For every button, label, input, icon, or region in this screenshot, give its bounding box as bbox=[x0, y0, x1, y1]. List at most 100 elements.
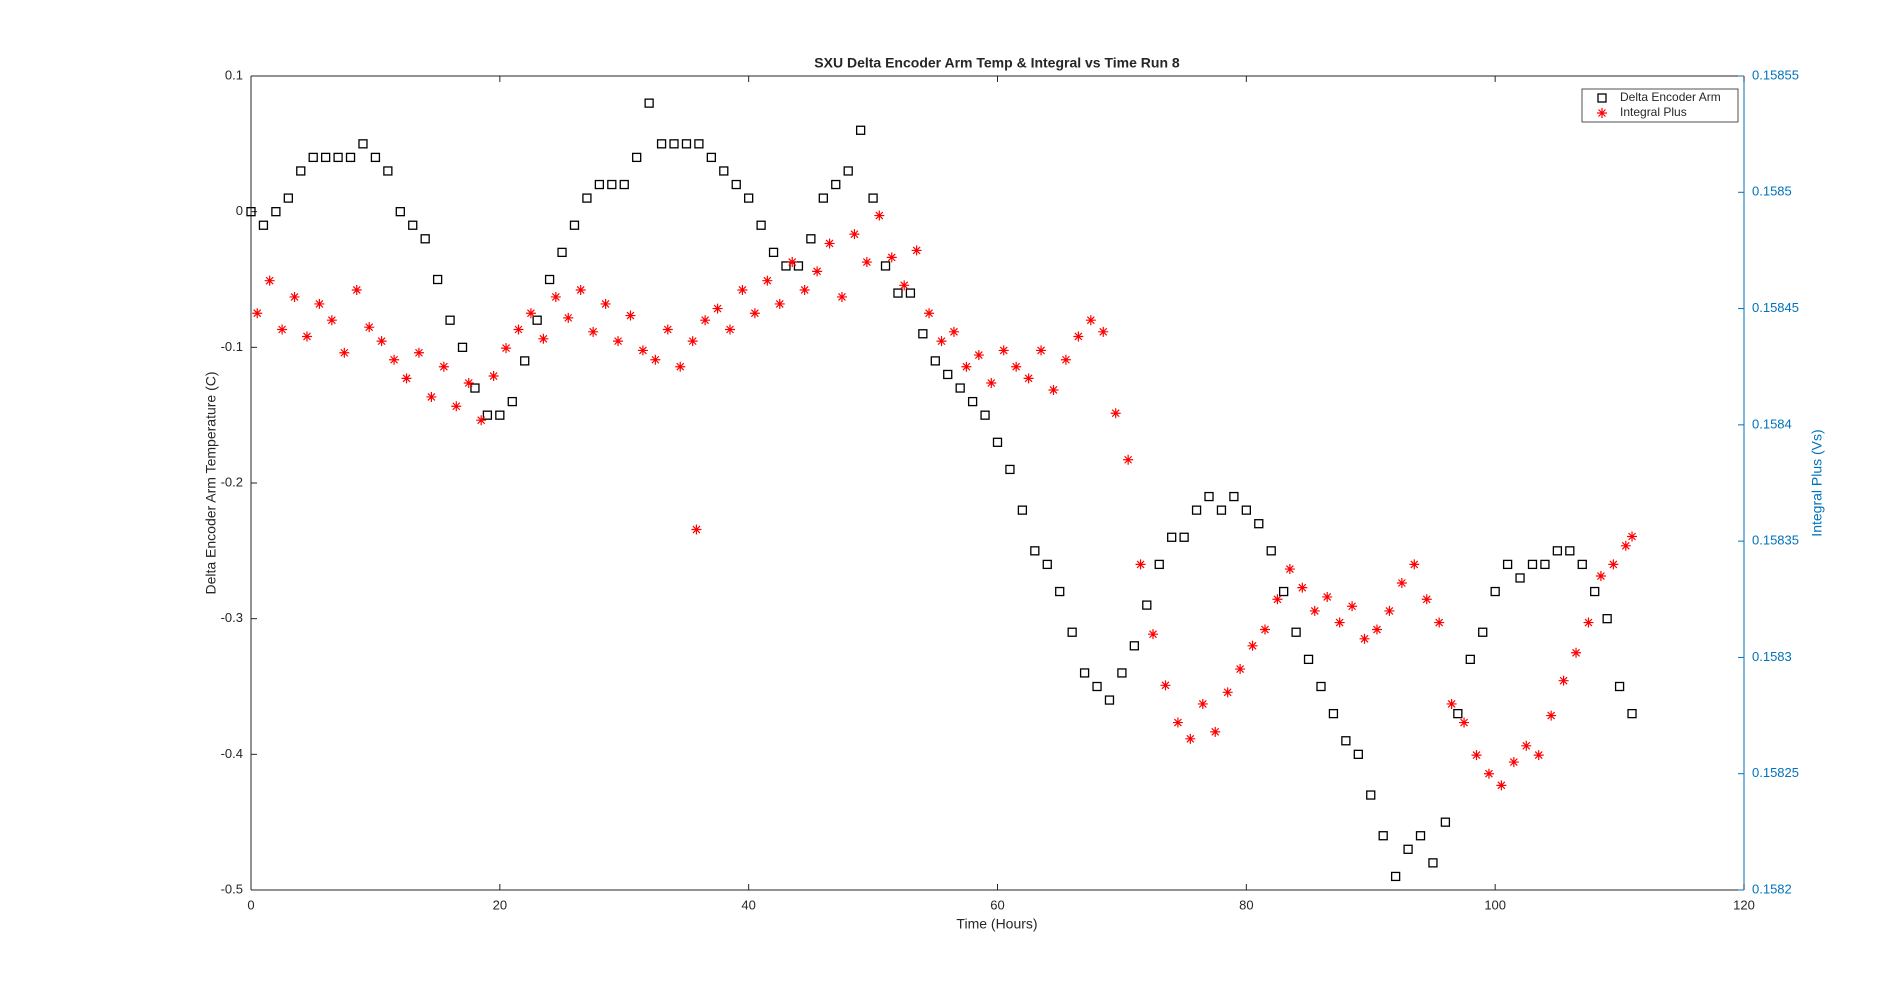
legend-label: Integral Plus bbox=[1620, 105, 1687, 119]
star-marker bbox=[513, 324, 524, 335]
star-marker bbox=[1608, 559, 1619, 570]
star-marker bbox=[1396, 578, 1407, 589]
star-marker bbox=[1272, 594, 1283, 605]
y-tick-label: 0 bbox=[236, 203, 243, 218]
square-marker bbox=[868, 193, 878, 203]
star-marker bbox=[463, 377, 474, 388]
square-marker bbox=[1378, 831, 1388, 841]
star-marker bbox=[1371, 624, 1382, 635]
star-marker bbox=[277, 324, 288, 335]
star-marker bbox=[351, 284, 362, 295]
square-marker bbox=[1117, 668, 1127, 678]
star-marker bbox=[301, 331, 312, 342]
star-marker bbox=[1123, 454, 1134, 465]
square-marker bbox=[1428, 858, 1438, 868]
star-marker bbox=[488, 371, 499, 382]
star-marker bbox=[1483, 768, 1494, 779]
star-marker bbox=[700, 315, 711, 326]
square-marker bbox=[992, 437, 1003, 447]
star-marker bbox=[1595, 571, 1606, 582]
square-marker bbox=[420, 234, 430, 244]
square-marker bbox=[1565, 546, 1575, 556]
square-marker bbox=[843, 166, 853, 176]
square-marker bbox=[1067, 627, 1077, 637]
square-marker bbox=[1453, 708, 1463, 719]
square-marker bbox=[1403, 844, 1413, 854]
square-marker bbox=[1092, 681, 1102, 692]
square-marker bbox=[1602, 614, 1612, 624]
star-marker bbox=[1048, 384, 1059, 395]
star-marker bbox=[725, 324, 736, 335]
star-marker bbox=[625, 310, 636, 321]
square-marker bbox=[1005, 464, 1015, 475]
star-marker bbox=[1627, 531, 1638, 542]
star-marker bbox=[936, 336, 947, 347]
star-marker bbox=[600, 298, 611, 309]
star-marker bbox=[1284, 564, 1295, 575]
star-marker bbox=[824, 238, 835, 249]
square-marker bbox=[967, 396, 978, 407]
y2-tick-label: 0.1585 bbox=[1752, 184, 1792, 199]
x-tick-label: 80 bbox=[1239, 897, 1253, 912]
square-marker bbox=[781, 261, 791, 271]
star-marker bbox=[326, 315, 337, 326]
square-marker bbox=[395, 207, 405, 217]
square-marker bbox=[1079, 668, 1090, 678]
square-marker bbox=[1291, 627, 1301, 637]
star-marker bbox=[1172, 717, 1183, 728]
square-marker bbox=[1055, 586, 1065, 597]
y-tick-label: -0.4 bbox=[221, 746, 243, 761]
square-marker bbox=[669, 139, 679, 149]
star-marker bbox=[1508, 757, 1519, 768]
square-marker bbox=[1229, 491, 1239, 502]
square-marker bbox=[893, 288, 903, 298]
square-marker bbox=[1030, 546, 1040, 556]
star-marker bbox=[1409, 559, 1420, 570]
square-marker bbox=[1042, 559, 1052, 570]
square-marker bbox=[719, 166, 729, 176]
y2-tick-label: 0.15835 bbox=[1752, 533, 1799, 548]
star-marker bbox=[948, 326, 959, 337]
square-marker bbox=[358, 139, 368, 149]
square-marker bbox=[1179, 532, 1189, 542]
x-tick-label: 40 bbox=[741, 897, 755, 912]
square-marker bbox=[1590, 586, 1600, 597]
series bbox=[252, 210, 1638, 791]
star-marker bbox=[1148, 629, 1159, 640]
square-marker bbox=[1129, 641, 1140, 651]
chart-title: SXU Delta Encoder Arm Temp & Integral vs… bbox=[814, 55, 1180, 71]
star-marker bbox=[1060, 354, 1071, 365]
square-marker bbox=[1540, 559, 1550, 570]
y2-tick-label: 0.1582 bbox=[1752, 881, 1792, 896]
square-marker bbox=[1142, 600, 1152, 610]
y2-tick-label: 0.1583 bbox=[1752, 649, 1792, 664]
square-marker bbox=[1527, 559, 1538, 570]
star-marker bbox=[1421, 594, 1432, 605]
star-marker bbox=[1135, 559, 1146, 570]
square-marker bbox=[457, 342, 468, 352]
star-marker bbox=[1197, 698, 1208, 709]
y-tick-label: -0.1 bbox=[221, 339, 243, 354]
star-marker bbox=[550, 291, 561, 302]
square-marker bbox=[607, 179, 617, 190]
x-tick-label: 60 bbox=[990, 897, 1004, 912]
square-marker bbox=[880, 261, 891, 271]
square-marker bbox=[1279, 586, 1289, 597]
square-marker bbox=[1316, 681, 1326, 692]
square-marker bbox=[818, 193, 828, 203]
star-marker bbox=[1496, 780, 1507, 791]
square-marker bbox=[370, 152, 381, 163]
star-marker bbox=[762, 275, 773, 286]
square-marker bbox=[1478, 627, 1488, 637]
square-marker bbox=[246, 207, 256, 217]
star-marker bbox=[376, 336, 387, 347]
star-marker bbox=[886, 252, 897, 263]
x-tick-label: 100 bbox=[1484, 897, 1506, 912]
square-marker bbox=[482, 410, 493, 420]
y2-tick-label: 0.15855 bbox=[1752, 67, 1799, 82]
square-marker bbox=[594, 179, 605, 190]
square-marker bbox=[432, 274, 443, 285]
square-marker bbox=[1577, 559, 1587, 570]
square-marker bbox=[1191, 505, 1202, 515]
square-marker bbox=[1154, 559, 1164, 570]
